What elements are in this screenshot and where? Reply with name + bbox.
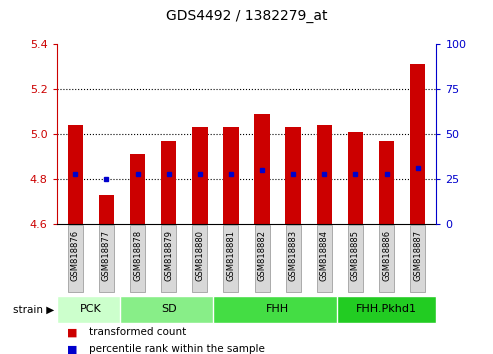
Bar	[254, 114, 270, 224]
Text: ■: ■	[67, 327, 77, 337]
Bar	[379, 141, 394, 224]
Text: FHH.Pkhd1: FHH.Pkhd1	[356, 304, 417, 314]
Text: GSM818877: GSM818877	[102, 230, 111, 281]
FancyBboxPatch shape	[410, 225, 425, 292]
Text: GSM818878: GSM818878	[133, 230, 142, 281]
Bar	[317, 125, 332, 224]
Bar	[130, 154, 145, 224]
Text: transformed count: transformed count	[89, 327, 186, 337]
Text: percentile rank within the sample: percentile rank within the sample	[89, 344, 265, 354]
FancyBboxPatch shape	[161, 225, 176, 292]
Bar	[410, 64, 425, 224]
Text: GSM818880: GSM818880	[195, 230, 204, 281]
Bar	[68, 125, 83, 224]
Text: GSM818881: GSM818881	[226, 230, 236, 281]
FancyBboxPatch shape	[348, 225, 363, 292]
Text: ■: ■	[67, 344, 77, 354]
Text: strain ▶: strain ▶	[13, 304, 54, 314]
Text: GSM818885: GSM818885	[351, 230, 360, 281]
Text: SD: SD	[161, 304, 176, 314]
Text: GSM818883: GSM818883	[289, 230, 298, 281]
Text: GSM818886: GSM818886	[382, 230, 391, 281]
FancyBboxPatch shape	[119, 296, 218, 323]
FancyBboxPatch shape	[130, 225, 145, 292]
Text: GDS4492 / 1382279_at: GDS4492 / 1382279_at	[166, 9, 327, 23]
Bar	[285, 127, 301, 224]
FancyBboxPatch shape	[337, 296, 436, 323]
Text: FHH: FHH	[266, 304, 289, 314]
Bar	[192, 127, 208, 224]
FancyBboxPatch shape	[213, 296, 342, 323]
Bar	[348, 132, 363, 224]
Text: GSM818882: GSM818882	[257, 230, 267, 281]
FancyBboxPatch shape	[57, 296, 125, 323]
FancyBboxPatch shape	[317, 225, 332, 292]
FancyBboxPatch shape	[68, 225, 83, 292]
FancyBboxPatch shape	[223, 225, 239, 292]
Bar	[161, 141, 176, 224]
Text: GSM818884: GSM818884	[320, 230, 329, 281]
Text: GSM818876: GSM818876	[71, 230, 80, 281]
Bar	[99, 195, 114, 224]
FancyBboxPatch shape	[192, 225, 207, 292]
FancyBboxPatch shape	[286, 225, 301, 292]
FancyBboxPatch shape	[99, 225, 114, 292]
Text: GSM818879: GSM818879	[164, 230, 173, 281]
FancyBboxPatch shape	[254, 225, 270, 292]
FancyBboxPatch shape	[379, 225, 394, 292]
Bar	[223, 127, 239, 224]
Text: PCK: PCK	[80, 304, 102, 314]
Text: GSM818887: GSM818887	[413, 230, 422, 281]
